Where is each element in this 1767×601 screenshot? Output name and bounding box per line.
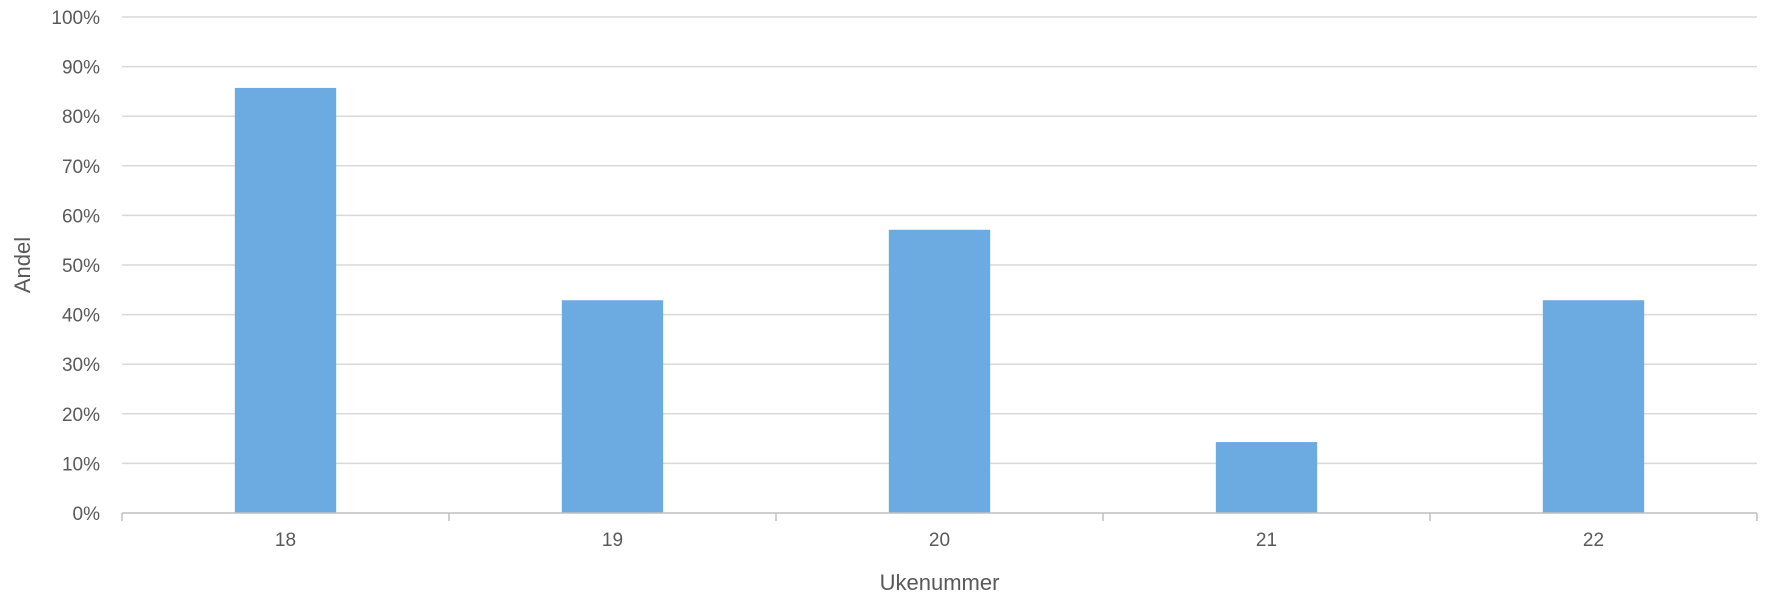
y-tick-label: 60%	[62, 206, 100, 227]
y-tick-label: 100%	[51, 8, 100, 29]
y-tick-label: 70%	[62, 157, 100, 178]
bar-week-21	[1215, 442, 1318, 513]
y-tick-label: 0%	[73, 504, 101, 525]
y-tick-label: 40%	[62, 306, 100, 327]
y-tick-labels: 0% 10% 20% 30% 40% 50% 60% 70% 80% 90% 100%	[51, 8, 100, 525]
x-tick-labels: 18 19 20 21 22	[275, 530, 1604, 551]
x-axis	[121, 512, 1758, 521]
y-tick-label: 10%	[62, 454, 100, 475]
x-tick-label: 18	[275, 530, 296, 551]
y-tick-label: 30%	[62, 355, 100, 376]
x-tick-label: 22	[1583, 530, 1604, 551]
x-tick-label: 19	[602, 530, 623, 551]
y-tick-label: 90%	[62, 58, 100, 79]
x-tick-label: 20	[929, 530, 950, 551]
bar-week-22	[1542, 300, 1645, 513]
bar-week-19	[561, 300, 664, 513]
x-axis-title: Ukenummer	[880, 570, 1000, 595]
bars	[234, 87, 1645, 513]
bar-week-20	[888, 229, 991, 513]
y-axis-title: Andel	[10, 237, 35, 293]
y-tick-label: 80%	[62, 107, 100, 128]
x-tick-label: 21	[1256, 530, 1277, 551]
y-tick-label: 50%	[62, 256, 100, 277]
y-tick-label: 20%	[62, 405, 100, 426]
bar-week-18	[234, 87, 337, 513]
